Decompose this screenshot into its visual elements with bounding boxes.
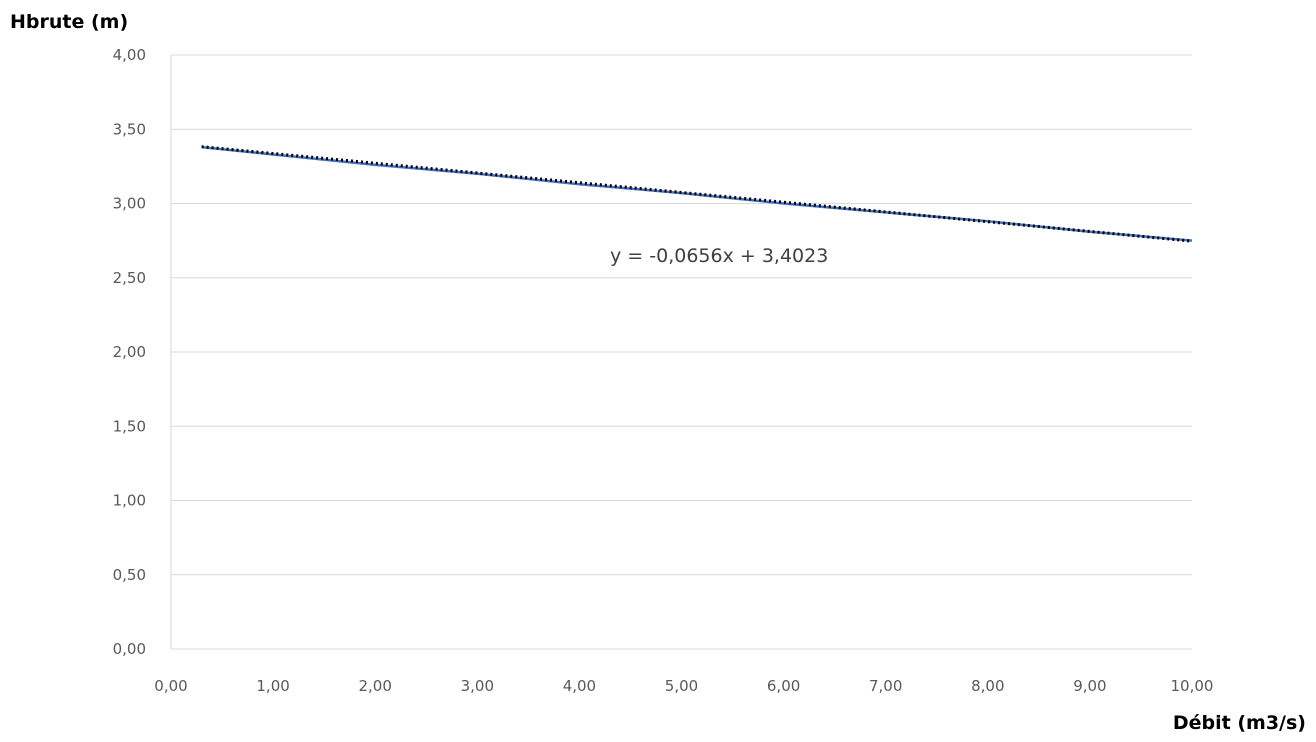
x-tick-label: 1,00 [256, 677, 289, 695]
gridlines [171, 54, 1192, 576]
y-tick-label: 0,00 [113, 640, 146, 658]
x-tick-label: 0,00 [154, 677, 187, 695]
y-tick-label: 4,00 [113, 46, 146, 64]
y-tick-label: 2,00 [113, 343, 146, 361]
trendline-group [201, 145, 1193, 243]
y-tick-label: 1,00 [113, 492, 146, 510]
axes [170, 55, 1192, 650]
x-tick-label: 5,00 [665, 677, 698, 695]
x-tick-label: 7,00 [869, 677, 902, 695]
x-tick-label: 4,00 [563, 677, 596, 695]
y-tick-label: 3,00 [113, 195, 146, 213]
y-axis-title: Hbrute (m) [10, 11, 128, 33]
x-tick-labels: 0,00 1,00 2,00 3,00 4,00 5,00 6,00 7,00 8,00 9,00… [154, 677, 1213, 695]
x-axis-title: Débit (m3/s) [1173, 712, 1306, 734]
trendline-equation: y = -0,0656x + 3,4023 [610, 245, 828, 267]
y-tick-label: 3,50 [113, 120, 146, 138]
x-tick-label: 10,00 [1171, 677, 1214, 695]
y-tick-label: 0,50 [113, 566, 146, 584]
y-tick-label: 2,50 [113, 269, 146, 287]
x-tick-label: 9,00 [1073, 677, 1106, 695]
x-tick-label: 2,00 [358, 677, 391, 695]
y-tick-labels: 0,00 0,50 1,00 1,50 2,00 2,50 3,00 3,50 4,00 [113, 46, 146, 658]
trendline [201, 145, 1193, 243]
x-tick-label: 6,00 [767, 677, 800, 695]
x-tick-label: 8,00 [971, 677, 1004, 695]
x-tick-label: 3,00 [461, 677, 494, 695]
y-tick-label: 1,50 [113, 417, 146, 435]
